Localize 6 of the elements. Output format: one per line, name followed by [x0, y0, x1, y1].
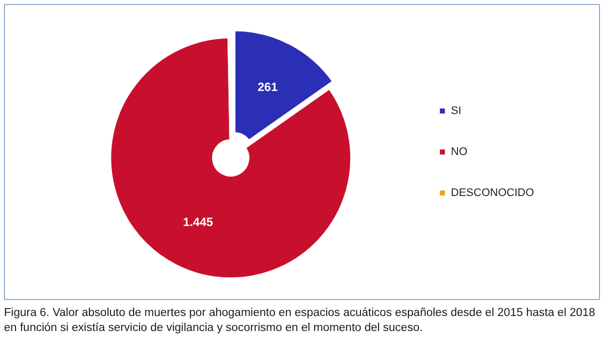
legend-label: DESCONOCIDO: [450, 187, 534, 199]
text: Figura 6. Valor absoluto de muertes por ahogamiento en espacios acuáticos españoles desde el 2015 hasta el 2018 en función si existía servicio de vigilancia y socorrismo en el momento del suceso.: [4, 306, 596, 336]
data-label: 261: [258, 80, 278, 94]
data-label: 1.445: [183, 215, 214, 230]
legend-label: SI: [450, 105, 462, 117]
legend-label: NO: [450, 146, 468, 158]
